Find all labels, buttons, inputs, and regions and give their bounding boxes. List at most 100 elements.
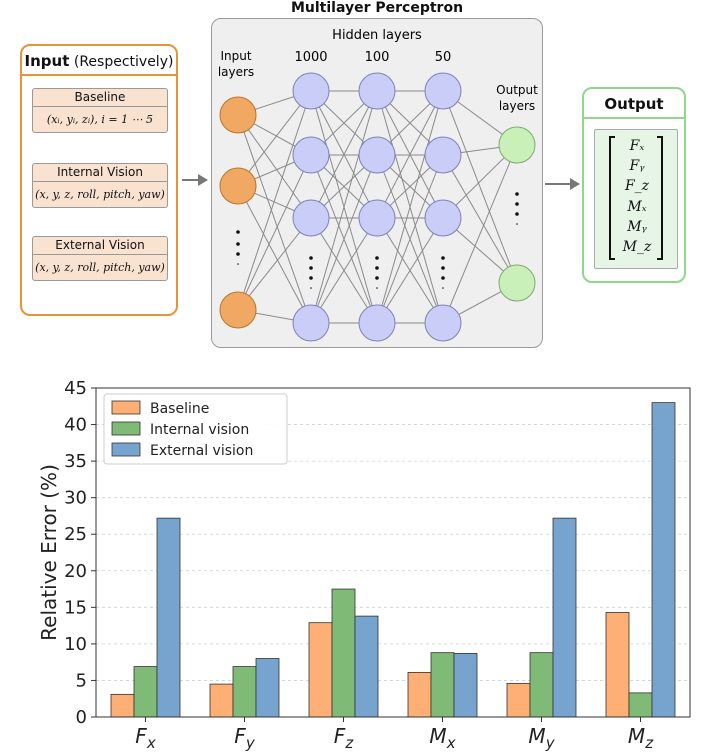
input-group-formula: (x, y, z, roll, pitch, yaw) [35, 261, 165, 274]
bar-external-vision [651, 402, 676, 718]
bar-baseline [110, 693, 135, 718]
legend-swatch [111, 442, 141, 457]
y-tick-label: 0 [76, 707, 87, 728]
legend-swatch [111, 421, 141, 436]
mlp-node [424, 199, 462, 237]
output-item-my: Mᵧ [627, 219, 647, 235]
bar-baseline [308, 622, 333, 718]
bar-internal-vision [430, 652, 455, 718]
ellipsis-dot [376, 287, 378, 289]
legend-label: Internal vision [150, 422, 249, 438]
input-title-bold: Input [24, 52, 70, 70]
mlp-connection [376, 90, 444, 324]
ellipsis-dot [236, 252, 240, 256]
mlp-connection [237, 90, 312, 187]
y-tick-label: 5 [76, 670, 87, 691]
input-group-header: External Vision [33, 237, 167, 255]
ellipsis-dot [442, 287, 444, 289]
input-layers-label-1: Input [220, 49, 251, 63]
bar-baseline [209, 683, 234, 718]
mlp-node [219, 167, 257, 205]
mlp-connection [442, 144, 518, 324]
mlp-connection [310, 217, 378, 324]
input-panel: Input (Respectively) Baseline (xᵢ, yᵢ, z… [20, 44, 178, 316]
ellipsis-dot [375, 256, 379, 260]
input-panel-title: Input (Respectively) [22, 48, 176, 76]
y-tick-label: 45 [64, 378, 87, 399]
x-tick-label: Fy [234, 724, 256, 752]
mlp-connection [237, 217, 312, 311]
ellipsis-dot [441, 256, 445, 260]
ellipsis-dot [375, 266, 379, 270]
input-group-external-vision: External Vision (x, y, z, roll, pitch, y… [32, 236, 168, 281]
bar-external-vision [354, 615, 379, 718]
bar-external-vision [453, 652, 478, 718]
legend-box [103, 393, 288, 465]
bar-internal-vision [232, 666, 257, 718]
mlp-connection [310, 90, 378, 219]
mlp-connection [310, 90, 378, 324]
x-tick-label: My [528, 724, 555, 752]
y-tick-label: 15 [64, 597, 87, 618]
output-vector-box: Fₓ Fᵧ F_z Mₓ Mᵧ M_z [594, 129, 678, 269]
output-item-fy: Fᵧ [629, 158, 645, 174]
legend-label: Baseline [150, 401, 209, 417]
mlp-connection [237, 114, 312, 219]
hidden-size-100: 100 [365, 50, 390, 65]
input-layers-label-2: layers [218, 65, 254, 79]
y-tick-label: 25 [64, 524, 87, 545]
mlp-node [292, 136, 330, 174]
output-item-fz: F_z [624, 178, 650, 194]
ellipsis-dot [236, 230, 240, 234]
mlp-node [292, 72, 330, 110]
mlp-node [358, 199, 396, 237]
bar-external-vision [552, 517, 577, 718]
mlp-node [292, 304, 330, 342]
ellipsis-dot [515, 202, 519, 206]
input-group-header: Baseline [33, 89, 167, 107]
diagram-arrows [182, 174, 580, 190]
mlp-connection [237, 90, 312, 311]
x-tick-label: Mx [429, 724, 455, 752]
mlp-connection [376, 154, 444, 324]
mlp-connection [237, 114, 312, 324]
bar-internal-vision [133, 666, 158, 718]
mlp-node [424, 72, 462, 110]
bar-baseline [605, 612, 630, 718]
y-axis-label: Relative Error (%) [37, 464, 61, 641]
output-panel: Output Fₓ Fᵧ F_z Mₓ Mᵧ M_z [582, 87, 686, 283]
mlp-node [292, 199, 330, 237]
input-group-formula: (x, y, z, roll, pitch, yaw) [35, 188, 165, 201]
ellipsis-dot [515, 192, 519, 196]
mlp-node [498, 264, 536, 302]
ellipsis-dot [515, 212, 519, 216]
y-tick-label: 35 [64, 451, 87, 472]
y-tick-label: 30 [64, 488, 87, 509]
arrowhead-output [570, 178, 580, 190]
relative-error-chart: 0 5 10 15 20 25 30 35 40 45 Relative Error (%) Fx Fy… [37, 378, 691, 752]
ellipsis-dot [516, 223, 518, 225]
mlp-connection [442, 154, 518, 284]
input-group-header: Internal Vision [33, 164, 167, 182]
mlp-node [219, 291, 257, 329]
mlp-connection [442, 90, 518, 284]
legend-swatch [111, 400, 141, 415]
hidden-size-50: 50 [435, 50, 452, 65]
bar-external-vision [156, 517, 181, 718]
hidden-size-1000: 1000 [294, 50, 327, 65]
input-title-rest: (Respectively) [73, 54, 174, 70]
bar-internal-vision [331, 588, 356, 718]
output-item-mx: Mₓ [627, 199, 647, 215]
ellipsis-dot [310, 287, 312, 289]
mlp-node [424, 304, 462, 342]
ellipsis-dot [237, 263, 239, 265]
mlp-connection [376, 217, 444, 324]
mlp-title: Multilayer Perceptron [290, 0, 464, 16]
x-tick-label: Mz [628, 724, 654, 752]
mlp-node [358, 136, 396, 174]
input-group-formula: (xᵢ, yᵢ, zᵢ), i = 1 ⋯ 5 [46, 113, 154, 126]
mlp-connection [237, 185, 312, 324]
bar-baseline [407, 672, 432, 718]
x-tick-label: Fz [334, 724, 355, 752]
output-item-mz: M_z [622, 239, 652, 255]
